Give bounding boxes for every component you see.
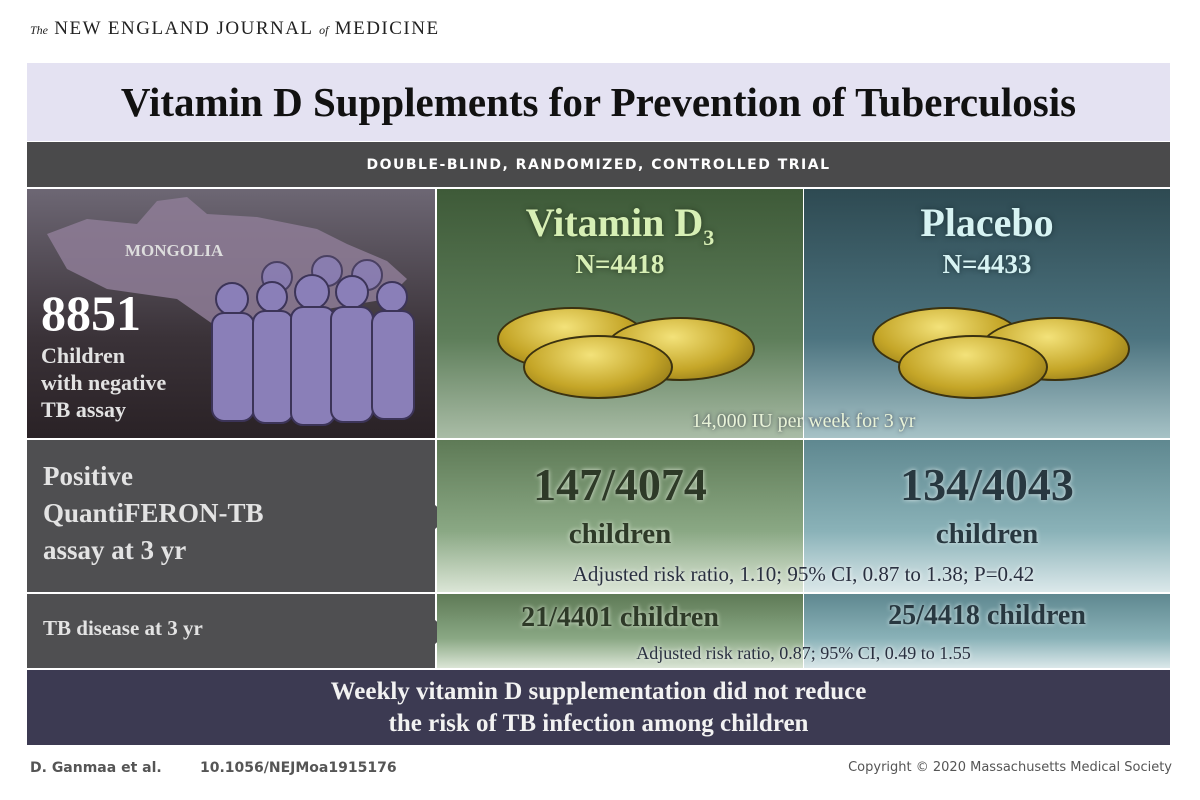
population-description: Children with negative TB assay	[41, 343, 167, 422]
outcome-label-tb-disease: TB disease at 3 yr	[27, 594, 435, 668]
placebo-tb-disease-result: 25/4418 children	[804, 594, 1170, 668]
trial-design-band: DOUBLE-BLIND, RANDOMIZED, CONTROLLED TRI…	[27, 142, 1170, 187]
tb-disease-statistic: Adjusted risk ratio, 0.87; 95% CI, 0.49 …	[636, 643, 971, 663]
capsule-icon	[523, 335, 673, 399]
children-silhouettes-icon	[211, 255, 415, 426]
trial-design: DOUBLE-BLIND, RANDOMIZED, CONTROLLED TRI…	[366, 156, 831, 173]
quantiferon-statistic: Adjusted risk ratio, 1.10; 95% CI, 0.87 …	[572, 562, 1035, 586]
placebo-quantiferon-result: 134/4043 children	[804, 440, 1170, 592]
dose-text: 14,000 IU per week for 3 yr	[691, 410, 916, 432]
copyright: Copyright © 2020 Massachusetts Medical S…	[848, 760, 1172, 775]
capsule-icon	[898, 335, 1048, 399]
title-band: Vitamin D Supplements for Prevention of …	[27, 63, 1170, 141]
outcome-label-quantiferon: Positive QuantiFERON-TB assay at 3 yr	[27, 440, 435, 592]
arm-n: N=4433	[942, 249, 1032, 279]
enrolled-count: 8851	[41, 285, 141, 341]
page-title: Vitamin D Supplements for Prevention of …	[120, 79, 1077, 125]
vitamin-tb-disease-result: 21/4401 children	[437, 594, 803, 668]
arm-n: N=4418	[575, 249, 665, 279]
mongolia-map-icon	[47, 197, 415, 426]
doi-link[interactable]: 10.1056/NEJMoa1915176	[200, 760, 397, 776]
journal-masthead: The NEW ENGLAND JOURNAL of MEDICINE	[30, 18, 440, 39]
conclusion: Weekly vitamin D supplementation did not…	[27, 670, 1170, 745]
vitamin-d-arm: Vitamin D3 N=4418	[437, 189, 803, 438]
arm-name: Placebo	[920, 200, 1054, 245]
arm-name: Vitamin D3	[525, 200, 715, 250]
placebo-arm: Placebo N=4433	[804, 189, 1170, 438]
population-panel: MONGOLIA 8851 Children with negative TB as…	[27, 189, 435, 438]
authors: D. Ganmaa et al.	[30, 760, 162, 776]
country-label: MONGOLIA	[125, 241, 224, 260]
vitamin-quantiferon-result: 147/4074 children	[437, 440, 803, 592]
